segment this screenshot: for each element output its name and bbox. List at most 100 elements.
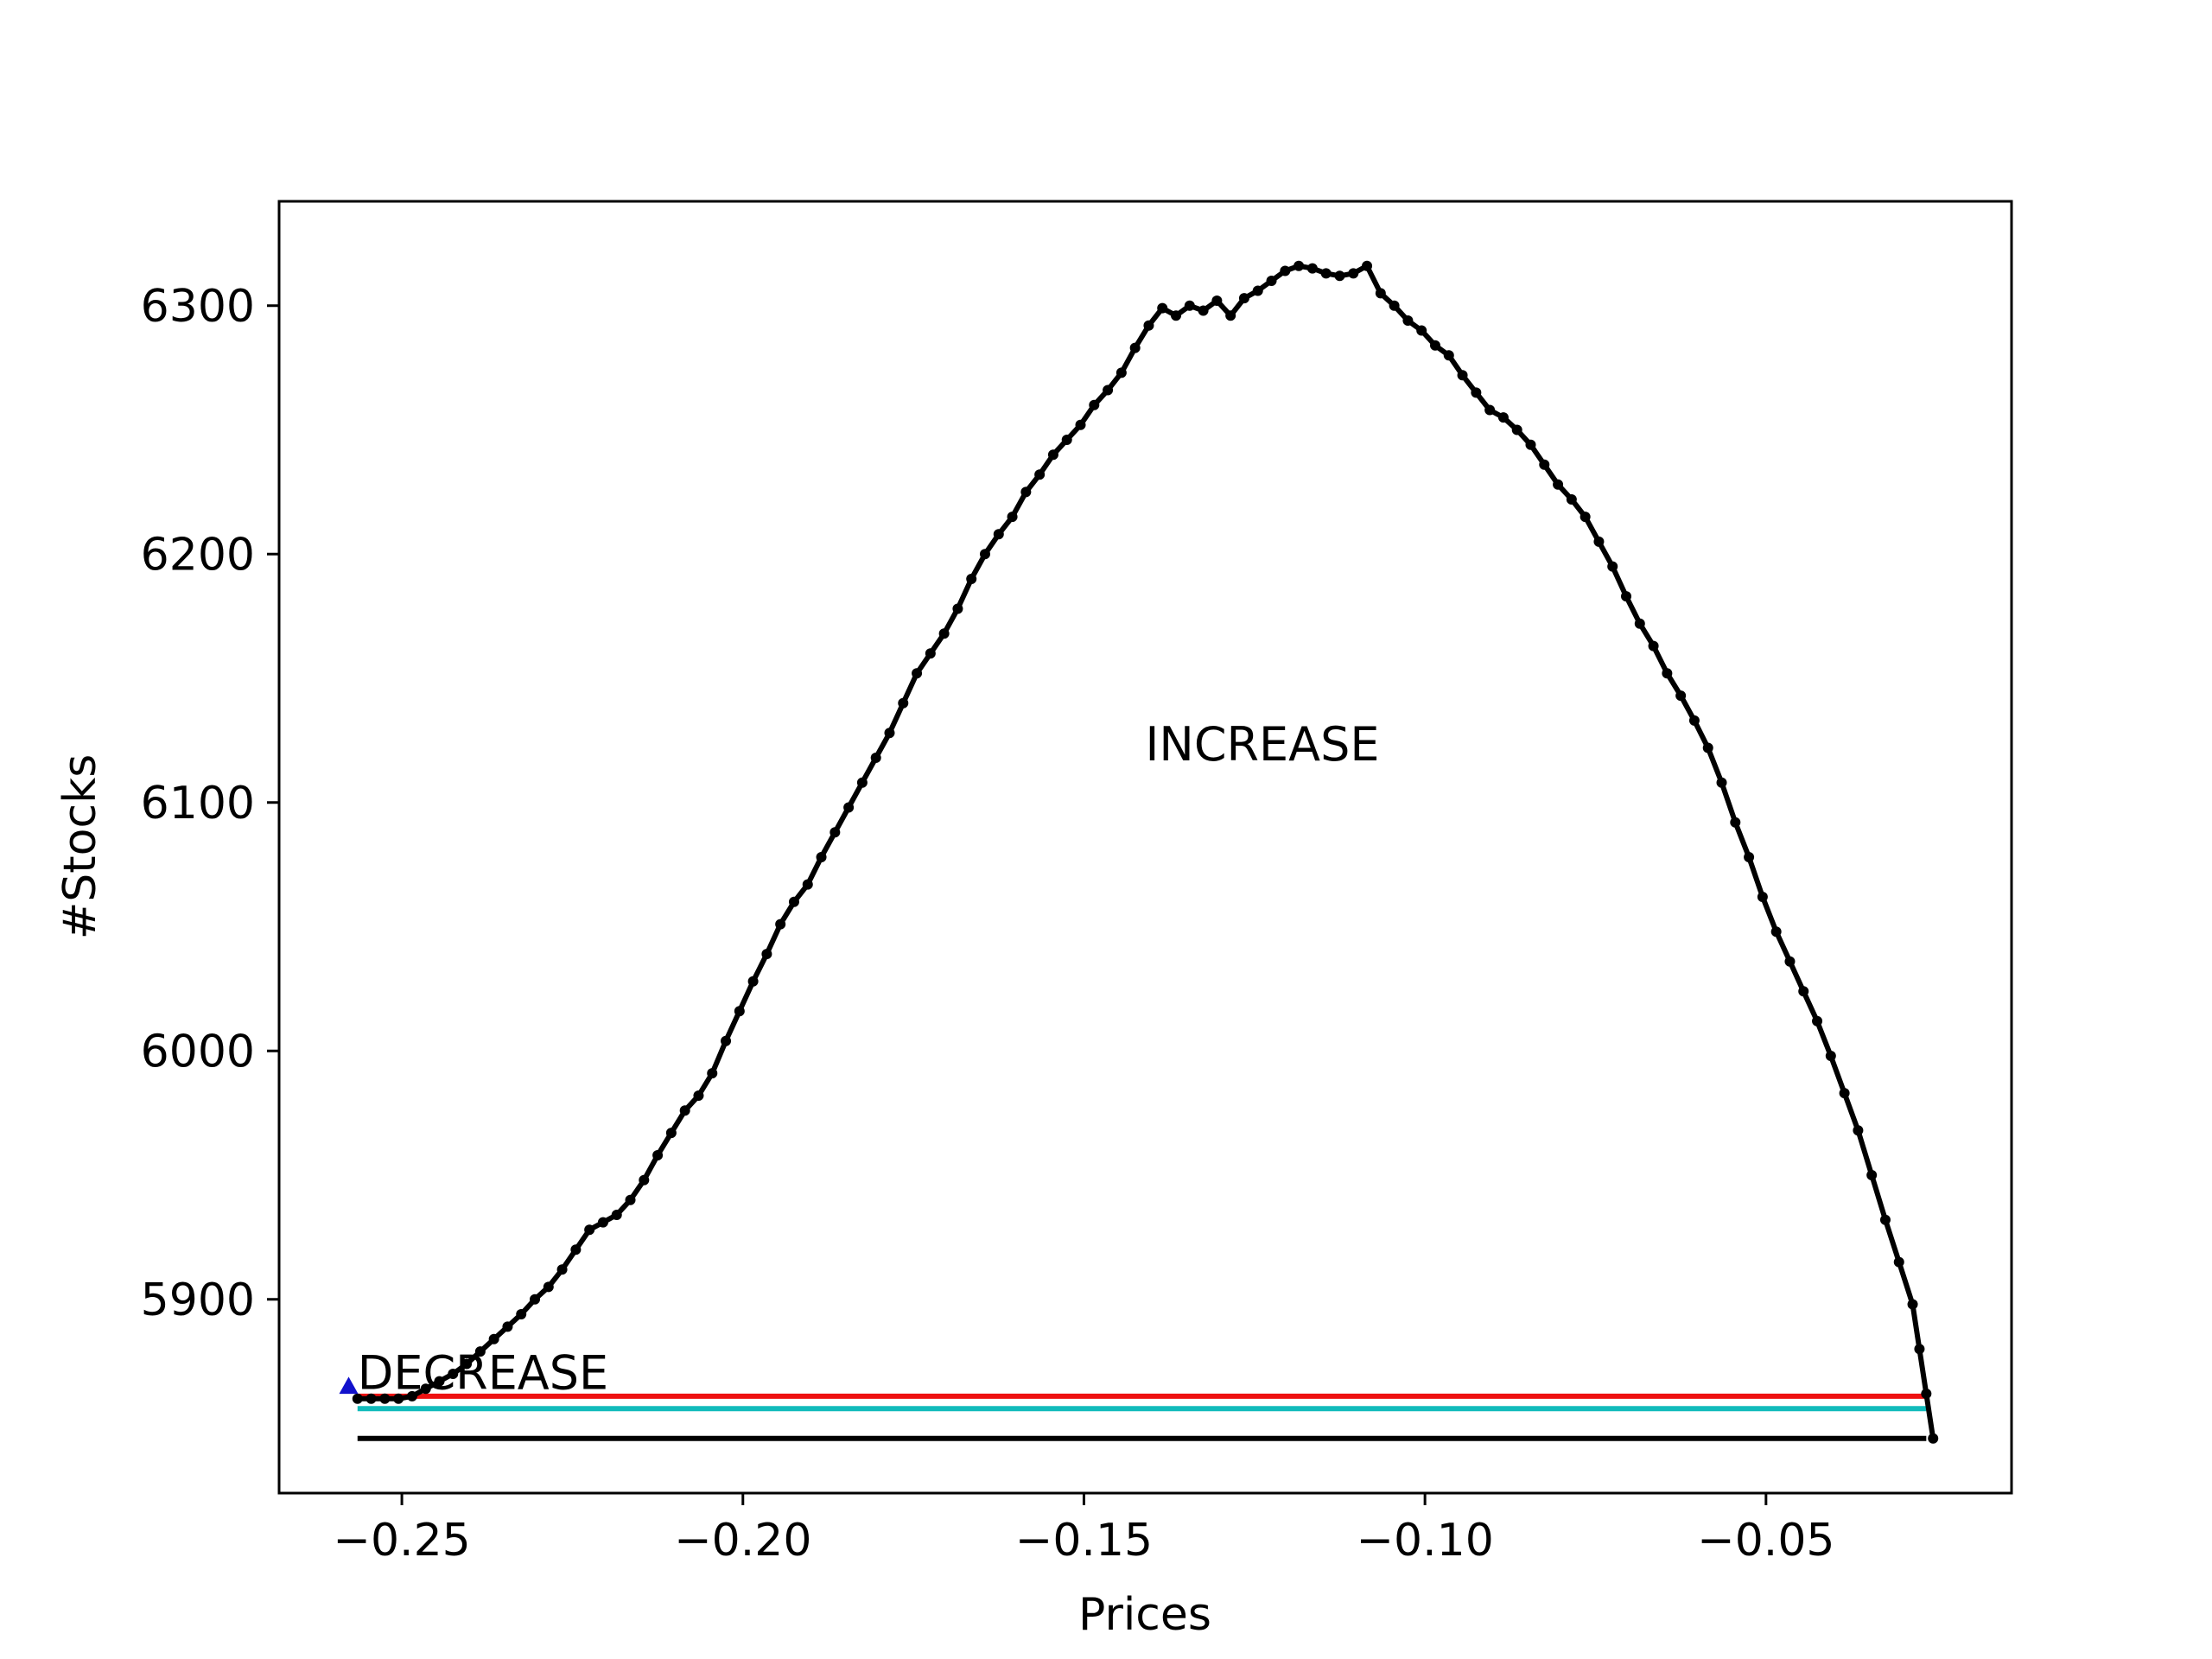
data-point — [884, 728, 895, 739]
data-point — [1157, 302, 1168, 314]
data-point — [1484, 404, 1496, 416]
data-point — [474, 1346, 486, 1357]
data-point — [448, 1369, 459, 1379]
data-point — [721, 1035, 732, 1046]
data-point — [1702, 742, 1713, 753]
data-point — [993, 529, 1004, 540]
data-point — [1853, 1125, 1864, 1136]
data-point — [1798, 986, 1809, 997]
data-point — [761, 949, 772, 960]
data-point — [1225, 310, 1236, 321]
data-point — [1416, 325, 1427, 336]
data-point — [1047, 449, 1058, 461]
data-point — [1280, 265, 1291, 276]
data-point — [1553, 479, 1564, 490]
data-point — [1334, 270, 1345, 282]
data-point — [1525, 439, 1536, 450]
data-point — [1928, 1433, 1939, 1444]
data-point — [530, 1294, 541, 1305]
data-point — [1893, 1256, 1904, 1268]
annotation-increase: INCREASE — [1146, 717, 1380, 772]
data-point — [966, 574, 977, 584]
markers — [339, 1376, 359, 1395]
x-axis-label: Prices — [1078, 1589, 1211, 1641]
data-point — [1879, 1214, 1891, 1225]
data-point — [1211, 296, 1223, 306]
data-point — [775, 918, 786, 930]
data-point — [1402, 315, 1414, 326]
data-point — [1252, 285, 1263, 296]
data-point — [1580, 512, 1591, 523]
data-point — [570, 1244, 582, 1255]
data-point — [1511, 424, 1522, 435]
data-point — [1634, 618, 1645, 629]
data-point — [1348, 268, 1359, 279]
data-point — [870, 753, 881, 763]
data-point — [1089, 399, 1100, 410]
data-point — [543, 1281, 554, 1293]
x-tick-label: −0.05 — [1697, 1515, 1834, 1567]
data-point — [1497, 412, 1509, 423]
data-point — [461, 1358, 473, 1370]
x-axis-ticks: −0.25 −0.20 −0.15 −0.10 −0.05 — [333, 1493, 1835, 1567]
data-point — [1784, 956, 1796, 967]
data-point — [747, 976, 759, 987]
data-point — [843, 802, 855, 813]
data-point — [830, 827, 841, 838]
data-point — [1907, 1299, 1918, 1310]
x-tick-label: −0.15 — [1015, 1515, 1153, 1567]
data-point — [1020, 486, 1032, 498]
y-tick-label: 5900 — [141, 1274, 255, 1326]
data-point — [1566, 494, 1577, 505]
data-point — [693, 1090, 704, 1101]
data-point — [1688, 715, 1700, 726]
data-point — [1539, 459, 1550, 470]
data-point — [1757, 892, 1768, 902]
data-point — [434, 1376, 445, 1387]
data-point — [1116, 367, 1127, 378]
y-tick-label: 6000 — [141, 1026, 255, 1077]
data-point — [1429, 340, 1440, 351]
annotation-decrease: DECREASE — [358, 1345, 608, 1400]
data-point — [952, 603, 963, 614]
data-point — [1825, 1051, 1836, 1061]
data-point — [1443, 350, 1454, 361]
data-point — [1457, 370, 1468, 381]
y-tick-label: 6300 — [141, 281, 255, 333]
data-point — [1648, 640, 1659, 652]
data-point — [516, 1309, 527, 1319]
data-point — [1375, 288, 1386, 299]
data-point — [912, 668, 923, 679]
data-point — [665, 1128, 677, 1139]
data-point — [1914, 1344, 1925, 1355]
data-point — [1362, 260, 1373, 271]
data-point — [1075, 419, 1086, 430]
data-point — [1171, 310, 1182, 321]
data-point — [1770, 926, 1782, 938]
data-point — [652, 1150, 664, 1160]
y-axis-label: #Stocks — [54, 754, 106, 940]
data-point — [1716, 777, 1727, 788]
data-point — [1662, 668, 1673, 679]
data-point — [1921, 1389, 1932, 1399]
data-point — [584, 1224, 595, 1236]
marker-start-triangle — [339, 1376, 359, 1395]
data-point — [1839, 1088, 1850, 1099]
data-point — [1198, 305, 1209, 316]
x-tick-label: −0.20 — [674, 1515, 811, 1567]
data-point — [1129, 342, 1141, 353]
data-point — [365, 1393, 377, 1404]
data-point — [1471, 387, 1482, 398]
data-point — [625, 1194, 636, 1205]
data-point — [611, 1210, 622, 1220]
data-point — [556, 1264, 568, 1275]
reference-lines — [357, 1393, 1927, 1441]
data-point — [1607, 561, 1618, 572]
data-point — [379, 1393, 391, 1404]
series-line — [357, 263, 1936, 1440]
data-point — [1034, 469, 1046, 480]
data-point — [788, 896, 799, 907]
data-point — [1593, 536, 1605, 547]
